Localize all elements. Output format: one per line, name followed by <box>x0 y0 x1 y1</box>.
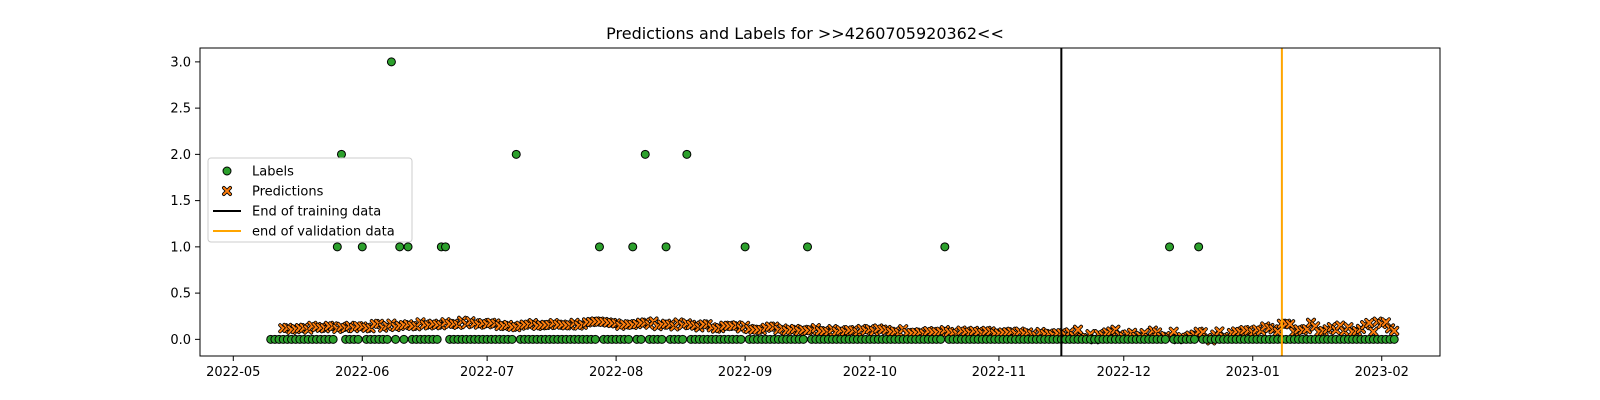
x-tick-label: 2022-12 <box>1097 365 1151 380</box>
label-point <box>940 242 950 252</box>
label-point <box>682 149 692 159</box>
prediction-point <box>1168 326 1179 337</box>
label-point <box>1165 242 1175 252</box>
label-point <box>936 334 946 344</box>
label-point <box>661 242 671 252</box>
label-point <box>336 149 346 159</box>
legend-entry: Labels <box>252 165 294 180</box>
x-tick-label: 2023-02 <box>1355 365 1409 380</box>
legend-labels-marker <box>222 166 232 176</box>
label-point <box>382 334 392 344</box>
y-tick-label: 1.5 <box>170 194 191 209</box>
plot-frame <box>199 47 1441 357</box>
prediction-point <box>1272 326 1283 337</box>
y-tick-label: 1.0 <box>170 240 191 255</box>
label-point <box>399 334 409 344</box>
y-tick-label: 0.0 <box>170 333 191 348</box>
prediction-point <box>1368 326 1379 337</box>
label-point <box>1189 334 1199 344</box>
label-point <box>594 242 604 252</box>
label-point <box>391 334 401 344</box>
label-point <box>432 334 442 344</box>
label-point <box>624 334 634 344</box>
x-tick-label: 2022-08 <box>589 365 643 380</box>
label-point <box>441 242 451 252</box>
legend-entry: End of training data <box>252 205 381 220</box>
y-tick-label: 0.5 <box>170 287 191 302</box>
y-tick-label: 2.5 <box>170 102 191 117</box>
label-point <box>590 334 600 344</box>
label-point <box>628 242 638 252</box>
label-point <box>395 242 405 252</box>
label-point <box>1194 242 1204 252</box>
chart-title: Predictions and Labels for >>42607059203… <box>606 24 1004 43</box>
label-point <box>353 334 363 344</box>
label-point <box>657 334 667 344</box>
label-point <box>511 149 521 159</box>
label-point <box>386 57 396 67</box>
x-tick-label: 2022-10 <box>843 365 897 380</box>
label-point <box>332 242 342 252</box>
y-tick-label: 3.0 <box>170 55 191 70</box>
label-point <box>740 242 750 252</box>
label-point <box>803 242 813 252</box>
label-point <box>1389 334 1399 344</box>
label-point <box>507 334 517 344</box>
label-point <box>403 242 413 252</box>
label-point <box>640 149 650 159</box>
x-tick-label: 2023-01 <box>1226 365 1280 380</box>
x-tick-label: 2022-05 <box>206 365 260 380</box>
legend-entry: end of validation data <box>252 225 395 240</box>
legend-entry: Predictions <box>252 185 324 200</box>
y-tick-label: 2.0 <box>170 148 191 163</box>
prediction-point <box>1364 317 1375 328</box>
label-point <box>678 334 688 344</box>
label-point <box>357 242 367 252</box>
label-point <box>636 334 646 344</box>
label-point <box>1160 334 1170 344</box>
legend: Labels Predictions End of training data end… <box>207 157 413 243</box>
label-point <box>328 334 338 344</box>
x-tick-label: 2022-06 <box>335 365 389 380</box>
legend-predictions-marker <box>222 186 232 196</box>
prediction-point <box>1389 325 1400 336</box>
legend-frame <box>207 157 413 243</box>
label-point <box>798 334 808 344</box>
prediction-point <box>1285 319 1296 330</box>
x-tick-label: 2022-07 <box>460 365 514 380</box>
prediction-point <box>1072 324 1083 335</box>
x-tick-label: 2022-11 <box>972 365 1026 380</box>
label-point <box>736 334 746 344</box>
x-tick-label: 2022-09 <box>718 365 772 380</box>
